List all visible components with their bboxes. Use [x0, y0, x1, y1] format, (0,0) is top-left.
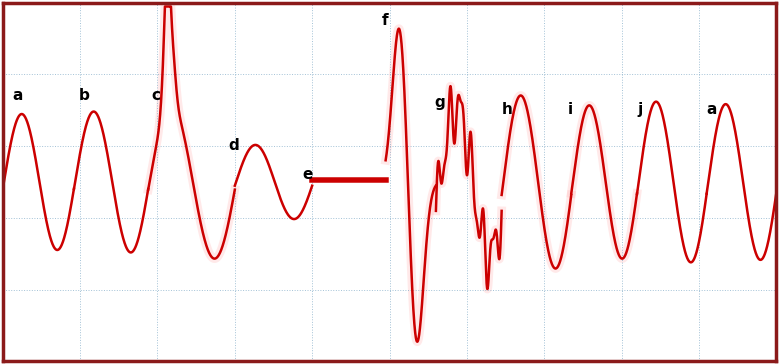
Text: j: j: [637, 103, 642, 118]
Text: i: i: [567, 103, 573, 118]
Text: h: h: [502, 103, 513, 118]
Text: e: e: [303, 167, 313, 182]
Text: d: d: [228, 138, 239, 153]
Text: b: b: [79, 88, 90, 103]
Text: f: f: [382, 13, 389, 28]
Text: g: g: [435, 95, 445, 110]
Text: a: a: [707, 103, 717, 118]
Text: a: a: [12, 88, 23, 103]
Text: c: c: [151, 88, 160, 103]
